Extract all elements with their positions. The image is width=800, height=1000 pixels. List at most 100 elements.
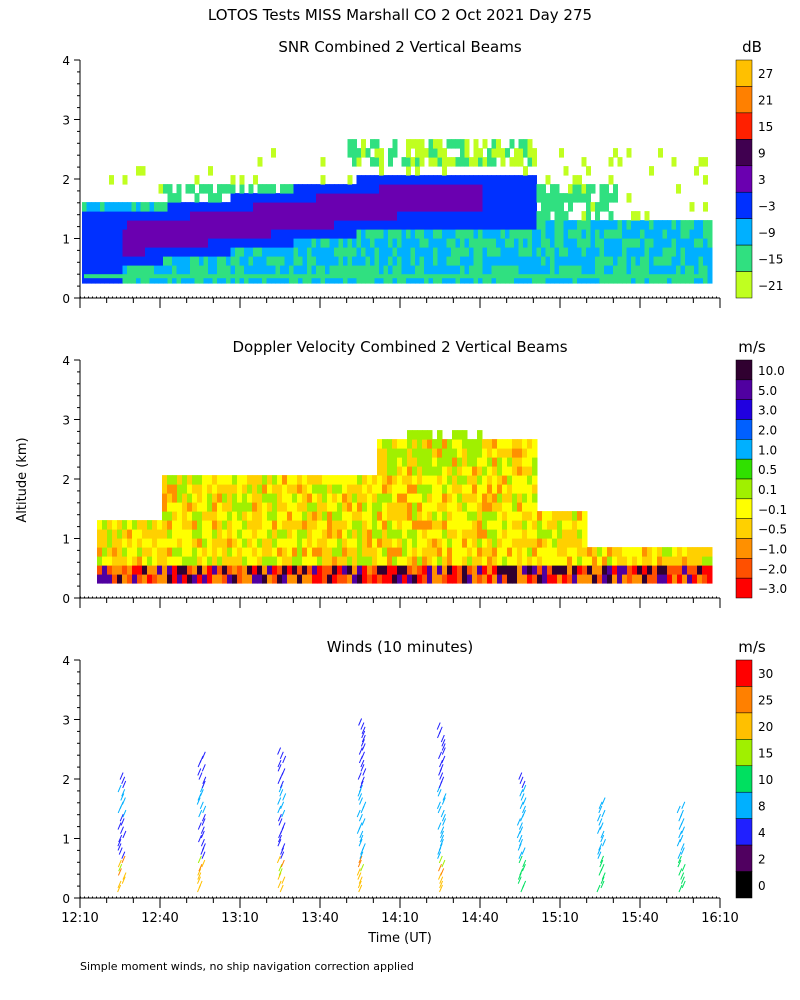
snr-cell (523, 229, 528, 239)
wind-barb (282, 793, 287, 801)
velocity-cell (422, 565, 428, 575)
velocity-cell (212, 547, 218, 557)
velocity-cell (382, 520, 388, 530)
snr-cell (100, 265, 105, 275)
snr-cell (500, 238, 506, 248)
wind-barb (357, 880, 362, 889)
wind-barb (680, 872, 685, 880)
velocity-cell (532, 538, 538, 548)
velocity-cell (337, 502, 343, 512)
velocity-cell (477, 484, 483, 494)
velocity-cell (367, 493, 373, 503)
snr-cell (343, 211, 348, 221)
velocity-cell (477, 466, 483, 476)
velocity-cell (122, 520, 128, 530)
snr-cell (307, 274, 312, 284)
snr-cell (172, 229, 177, 239)
snr-cell (248, 274, 254, 284)
velocity-cell (302, 538, 308, 548)
wind-barb (519, 868, 524, 876)
snr-cell (460, 148, 465, 158)
snr-cell (518, 175, 524, 185)
snr-cell (410, 256, 416, 266)
snr-cell (532, 229, 537, 239)
snr-cell (631, 220, 636, 230)
snr-cell (446, 139, 452, 149)
velocity-cell (277, 475, 283, 485)
snr-cell (419, 139, 425, 149)
snr-cell (163, 184, 168, 194)
snr-cell (581, 211, 587, 221)
velocity-cell (272, 529, 278, 539)
velocity-cell (492, 493, 498, 503)
velocity-cell (287, 574, 293, 584)
snr-cell (523, 166, 528, 176)
snr-cell (437, 229, 443, 239)
velocity-cell (267, 574, 273, 584)
snr-cell (532, 184, 537, 194)
snr-cell (604, 220, 609, 230)
velocity-cell (472, 520, 478, 530)
snr-cell (248, 184, 254, 194)
snr-cell (230, 256, 236, 266)
velocity-cell (347, 574, 353, 584)
snr-cell (217, 238, 222, 248)
snr-cell (356, 265, 362, 275)
colorbar-unit: dB (742, 38, 762, 56)
snr-cell (496, 184, 501, 194)
snr-cell (280, 193, 285, 203)
velocity-cell (302, 565, 308, 575)
velocity-cell (457, 457, 463, 467)
snr-cell (154, 247, 159, 257)
snr-cell (176, 238, 182, 248)
snr-cell (608, 220, 614, 230)
velocity-cell (277, 574, 283, 584)
velocity-cell (272, 556, 278, 566)
wind-barb (518, 855, 523, 864)
colorbar-label: 10 (758, 773, 773, 787)
snr-cell (590, 202, 596, 212)
snr-cell (698, 274, 704, 284)
wind-barb (598, 805, 603, 814)
velocity-cell (472, 547, 478, 557)
snr-cell (212, 247, 218, 257)
snr-cell (127, 256, 132, 266)
snr-cell (370, 193, 375, 203)
snr-cell (460, 139, 465, 149)
snr-cell (361, 193, 366, 203)
snr-cell (347, 202, 353, 212)
velocity-cell (467, 556, 473, 566)
velocity-cell (437, 493, 443, 503)
velocity-cell (347, 538, 353, 548)
snr-cell (424, 229, 429, 239)
snr-cell (158, 220, 164, 230)
snr-cell (559, 193, 564, 203)
snr-cell (298, 211, 303, 221)
snr-cell (190, 211, 195, 221)
wind-barb (522, 805, 526, 814)
velocity-cell (672, 556, 678, 566)
velocity-cell (167, 547, 173, 557)
wind-barb (438, 855, 443, 864)
velocity-cell (687, 547, 693, 557)
snr-cell (541, 238, 546, 248)
snr-cell (514, 175, 519, 185)
snr-cell (424, 148, 429, 158)
snr-cell (604, 265, 609, 275)
velocity-cell (292, 547, 298, 557)
velocity-cell (242, 511, 248, 521)
wind-barb (677, 859, 682, 868)
velocity-cell (542, 538, 548, 548)
velocity-cell (282, 475, 288, 485)
velocity-cell (437, 556, 443, 566)
wind-profile (596, 797, 606, 893)
snr-cell (545, 274, 551, 284)
snr-cell (361, 247, 366, 257)
wind-barb (358, 784, 363, 793)
velocity-cell (482, 556, 488, 566)
velocity-cell (232, 529, 238, 539)
wind-barb (597, 847, 602, 855)
doppler-panel: Doppler Velocity Combined 2 Vertical Bea… (62, 338, 787, 608)
snr-cell (613, 193, 618, 203)
snr-cell (298, 274, 303, 284)
